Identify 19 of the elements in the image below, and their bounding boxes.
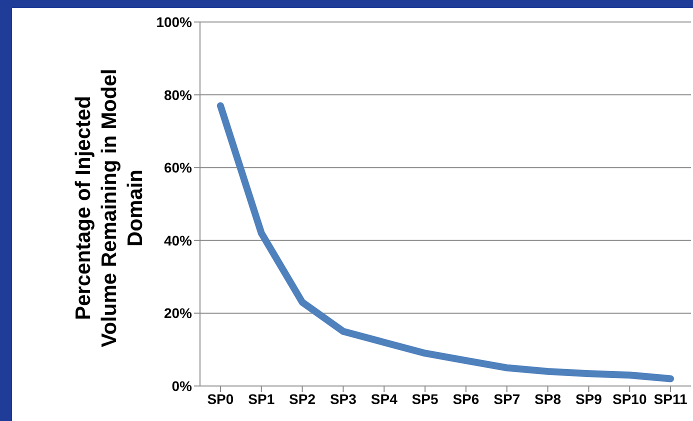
y-tick-label: 60% — [164, 160, 193, 176]
x-tick-label: SP0 — [207, 390, 234, 407]
y-tick-label: 80% — [164, 86, 193, 103]
x-tick-label: SP7 — [494, 390, 520, 407]
y-tick-label: 20% — [164, 305, 193, 322]
x-tick-label: SP1 — [248, 390, 275, 407]
x-tick-label: SP6 — [452, 390, 480, 407]
x-tick-label: SP11 — [654, 390, 688, 407]
x-tick-label: SP3 — [330, 390, 357, 407]
y-tick-label: 100% — [156, 14, 193, 30]
x-tick-label: SP9 — [575, 390, 602, 407]
x-tick-label: SP2 — [289, 390, 316, 407]
y-tick-label: 40% — [164, 232, 193, 248]
x-tick-label: SP5 — [412, 390, 438, 407]
x-tick-label: SP8 — [534, 390, 562, 407]
x-tick-label: SP4 — [370, 390, 398, 407]
y-axis-title: Percentage of Injected Volume Remaining in Model Domain — [71, 68, 148, 350]
x-tick-label: SP10 — [612, 390, 647, 407]
y-tick-label: 0% — [172, 378, 193, 394]
